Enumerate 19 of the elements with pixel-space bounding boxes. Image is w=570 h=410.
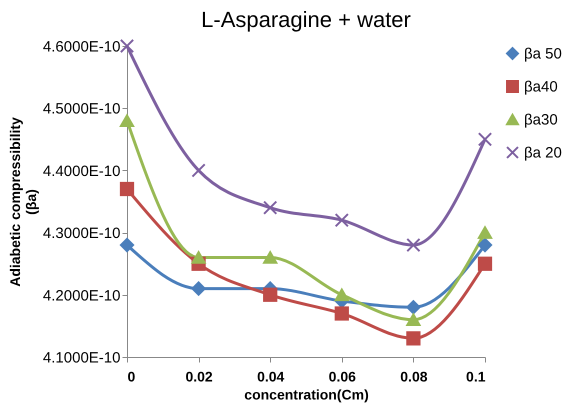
chart-title: L-Asparagine + water <box>201 6 411 32</box>
x-tick-label: 0.04 <box>257 368 285 384</box>
x-axis-title: concentration(Cm) <box>244 386 369 402</box>
y-tick-label: 4.4000E-10 <box>42 162 120 180</box>
legend-label: βa 20 <box>524 144 562 162</box>
y-tick-label: 4.2000E-10 <box>42 287 120 304</box>
y-axis-title: Adiabetic compressibility (βa) <box>6 116 39 287</box>
x-tick-label: 0.08 <box>400 368 428 384</box>
y-tick-label: 4.3000E-10 <box>42 225 120 242</box>
x-tick-label: 0.02 <box>185 368 213 384</box>
y-tick-label: 4.1000E-10 <box>42 350 120 366</box>
y-tick-label: 4.5000E-10 <box>42 100 120 118</box>
x-tick-label: 0.1 <box>466 368 486 384</box>
legend-label: βa40 <box>524 78 558 96</box>
x-tick-label: 0.06 <box>328 368 356 384</box>
x-tick-label: 0 <box>128 368 136 384</box>
y-tick-label: 4.6000E-10 <box>42 38 120 56</box>
legend-label: βa 50 <box>524 46 562 62</box>
legend-label: βa30 <box>524 112 558 128</box>
